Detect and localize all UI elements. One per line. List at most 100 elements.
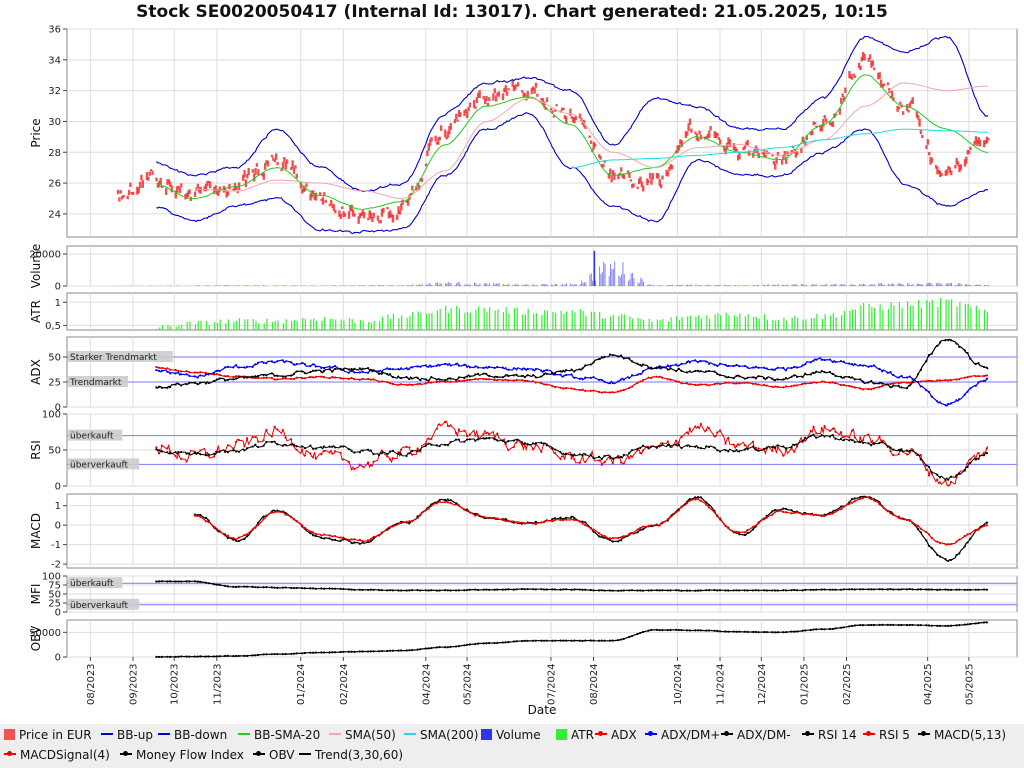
xtick-label: 07/2024 bbox=[546, 663, 557, 705]
volume-bar bbox=[506, 284, 508, 286]
volume-bar bbox=[775, 285, 777, 286]
volume-bar bbox=[717, 284, 719, 286]
atr-bar bbox=[830, 315, 832, 330]
price-bar bbox=[621, 173, 624, 178]
series-point bbox=[358, 463, 361, 466]
price-bar bbox=[901, 111, 905, 115]
atr-bar bbox=[582, 310, 584, 330]
series-point bbox=[647, 447, 650, 450]
series-point bbox=[754, 382, 757, 385]
series-point bbox=[804, 436, 807, 440]
atr-bar bbox=[563, 313, 565, 330]
series-point bbox=[504, 519, 507, 523]
series-point bbox=[496, 641, 499, 645]
series-point bbox=[782, 378, 785, 381]
series-point bbox=[859, 623, 862, 627]
series-point bbox=[881, 370, 884, 373]
series-point bbox=[784, 385, 788, 388]
series-point bbox=[603, 589, 606, 592]
series-point bbox=[751, 445, 755, 448]
price-bar bbox=[464, 108, 468, 113]
series-point bbox=[199, 374, 202, 377]
atr-bar bbox=[720, 315, 722, 330]
atr-bar bbox=[456, 305, 458, 330]
series-point bbox=[839, 431, 843, 434]
series-point bbox=[751, 376, 755, 379]
volume-bar bbox=[978, 284, 980, 286]
volume-bar bbox=[465, 284, 467, 286]
volume-bar bbox=[531, 284, 533, 286]
ytick-label-macd: 1 bbox=[55, 501, 61, 512]
series-point bbox=[405, 445, 408, 448]
series-point bbox=[982, 451, 986, 454]
series-point bbox=[859, 497, 862, 500]
atr-bar bbox=[321, 320, 323, 330]
series-point bbox=[782, 454, 785, 457]
series-point bbox=[815, 588, 818, 591]
volume-bar bbox=[937, 283, 939, 286]
volume-bar bbox=[968, 284, 970, 286]
panel-macd-frame bbox=[66, 493, 1018, 569]
series-point bbox=[493, 438, 496, 441]
series-point bbox=[188, 371, 191, 374]
series-point bbox=[674, 380, 678, 383]
series-point bbox=[716, 629, 719, 633]
series-point bbox=[746, 366, 749, 369]
series-point bbox=[793, 630, 796, 633]
atr-bar bbox=[593, 311, 595, 330]
series-point bbox=[463, 440, 466, 443]
volume-bar bbox=[812, 284, 814, 286]
price-bar bbox=[859, 65, 862, 70]
series-point bbox=[204, 373, 207, 376]
series-point bbox=[650, 589, 653, 592]
volume-bar bbox=[659, 285, 661, 286]
atr-bar bbox=[764, 314, 766, 330]
volume-bar bbox=[783, 284, 785, 286]
series-point bbox=[757, 447, 760, 450]
series-point bbox=[446, 501, 449, 504]
series-point bbox=[468, 366, 471, 369]
series-point bbox=[276, 586, 279, 589]
series-point bbox=[443, 420, 447, 423]
volume-bar bbox=[651, 285, 653, 286]
series-point bbox=[482, 515, 485, 518]
series-point bbox=[435, 427, 438, 431]
volume-bar bbox=[612, 268, 614, 286]
series-point bbox=[243, 537, 246, 541]
series-point bbox=[213, 655, 216, 658]
atr-bar bbox=[860, 305, 862, 330]
volume-bar bbox=[601, 272, 603, 286]
price-bar bbox=[459, 112, 462, 117]
series-point bbox=[762, 630, 766, 634]
price-bar bbox=[516, 82, 520, 87]
price-bar bbox=[829, 121, 832, 125]
series-point bbox=[155, 655, 158, 658]
series-point bbox=[641, 528, 645, 531]
volume-bar bbox=[648, 284, 650, 286]
series-point bbox=[765, 514, 768, 517]
price-bar bbox=[610, 175, 613, 183]
volume-bar bbox=[362, 285, 364, 286]
legend-label: MACD(5,13) bbox=[934, 728, 1007, 742]
atr-bar bbox=[436, 310, 439, 330]
series-point bbox=[842, 360, 845, 363]
series-point bbox=[457, 364, 460, 367]
series-point bbox=[542, 639, 546, 642]
series-point bbox=[630, 449, 634, 452]
atr-bar bbox=[159, 327, 161, 330]
series-point bbox=[694, 359, 697, 362]
series-point bbox=[751, 528, 755, 531]
series-point bbox=[160, 580, 163, 583]
atr-bar bbox=[659, 320, 661, 330]
series-point bbox=[584, 389, 587, 393]
series-point bbox=[694, 369, 697, 373]
series-point bbox=[174, 383, 177, 386]
price-bar bbox=[680, 140, 683, 148]
price-bar bbox=[842, 96, 846, 102]
series-point bbox=[232, 378, 235, 381]
atr-bar bbox=[937, 306, 939, 330]
series-point bbox=[457, 645, 460, 648]
series-point bbox=[938, 588, 942, 591]
price-bar bbox=[867, 57, 870, 62]
series-point bbox=[925, 389, 928, 392]
